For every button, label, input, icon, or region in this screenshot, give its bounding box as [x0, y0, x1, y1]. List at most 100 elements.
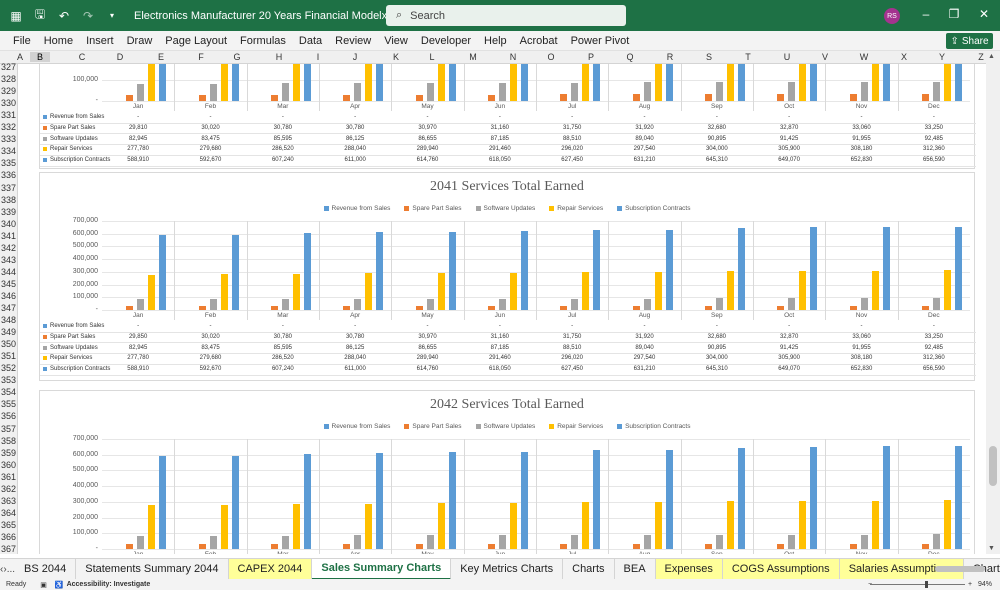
bar-repair-services-jul[interactable]	[582, 502, 590, 549]
tab-cogs-assumptions[interactable]: COGS Assumptions	[722, 558, 840, 580]
bar-repair-services-may[interactable]	[437, 273, 445, 310]
chart-2040-services[interactable]: 200,000100,000-JanFebMarAprMayJunJulAugS…	[39, 64, 976, 169]
bar-software-updates-apr[interactable]	[354, 83, 362, 101]
customize-toolbar-icon[interactable]: ▾	[109, 11, 114, 20]
column-header-p[interactable]: P	[587, 52, 594, 62]
bar-spare-part-sales-jul[interactable]	[560, 305, 568, 310]
bar-spare-part-sales-jan[interactable]	[126, 544, 134, 549]
row-header-343[interactable]: 343	[0, 254, 16, 265]
bar-spare-part-sales-feb[interactable]	[198, 544, 206, 549]
legend-item-software-updates[interactable]: Software Updates	[475, 423, 535, 430]
column-header-o[interactable]: O	[547, 52, 555, 62]
column-header-h[interactable]: H	[275, 52, 283, 62]
bar-repair-services-aug[interactable]	[654, 272, 662, 310]
row-header-333[interactable]: 333	[0, 134, 16, 145]
bar-repair-services-sep[interactable]	[726, 271, 734, 310]
ribbon-tab-draw[interactable]: Draw	[126, 34, 153, 47]
bar-repair-services-feb[interactable]	[220, 505, 228, 549]
bar-subscription-contracts-nov[interactable]	[882, 64, 890, 101]
bar-software-updates-mar[interactable]	[281, 299, 289, 310]
ribbon-tab-view[interactable]: View	[384, 34, 408, 47]
bar-software-updates-oct[interactable]	[788, 81, 796, 101]
ribbon-tab-developer[interactable]: Developer	[420, 34, 472, 47]
bar-subscription-contracts-apr[interactable]	[376, 452, 384, 549]
bar-repair-services-dec[interactable]	[943, 499, 951, 549]
bar-repair-services-apr[interactable]	[365, 273, 373, 310]
ribbon-tab-power-pivot[interactable]: Power Pivot	[570, 34, 630, 47]
bar-software-updates-may[interactable]	[426, 298, 434, 310]
bar-software-updates-jul[interactable]	[571, 82, 579, 101]
worksheet[interactable]: 200,000 100,000 - Jan Feb Mar Apr May Jun Jul Aug S…	[19, 64, 985, 554]
bar-spare-part-sales-apr[interactable]	[343, 544, 351, 549]
row-header-345[interactable]: 345	[0, 278, 16, 289]
bar-software-updates-feb[interactable]	[209, 535, 217, 549]
bar-spare-part-sales-dec[interactable]	[921, 305, 929, 310]
row-header-348[interactable]: 348	[0, 315, 16, 326]
column-header-y[interactable]: Y	[938, 52, 945, 62]
bar-repair-services-jul[interactable]	[582, 64, 590, 101]
row-header-358[interactable]: 358	[0, 435, 16, 446]
minimize-icon[interactable]: –	[922, 7, 930, 21]
bar-spare-part-sales-nov[interactable]	[849, 94, 857, 101]
bar-spare-part-sales-may[interactable]	[415, 94, 423, 101]
bar-subscription-contracts-aug[interactable]	[665, 229, 673, 310]
bar-subscription-contracts-mar[interactable]	[303, 232, 311, 310]
bar-subscription-contracts-may[interactable]	[448, 64, 456, 101]
bar-repair-services-oct[interactable]	[799, 64, 807, 101]
bar-software-updates-sep[interactable]	[715, 298, 723, 310]
bar-repair-services-sep[interactable]	[726, 64, 734, 101]
column-header-z[interactable]: Z	[978, 52, 984, 62]
bar-subscription-contracts-jul[interactable]	[593, 64, 601, 101]
column-header-w[interactable]: W	[859, 52, 869, 62]
row-header-362[interactable]: 362	[0, 483, 16, 494]
legend-item-repair-services[interactable]: Repair Services	[549, 205, 603, 212]
bar-software-updates-aug[interactable]	[643, 298, 651, 310]
bar-software-updates-may[interactable]	[426, 535, 434, 549]
bar-repair-services-may[interactable]	[437, 64, 445, 101]
row-header-327[interactable]: 327	[0, 62, 16, 72]
bar-software-updates-mar[interactable]	[281, 535, 289, 549]
column-header-b[interactable]: B	[30, 52, 50, 62]
bar-repair-services-jan[interactable]	[148, 274, 156, 310]
row-header-328[interactable]: 328	[0, 74, 16, 85]
bar-spare-part-sales-oct[interactable]	[777, 94, 785, 101]
row-header-367[interactable]: 367	[0, 544, 16, 554]
bar-repair-services-jan[interactable]	[148, 505, 156, 549]
row-header-364[interactable]: 364	[0, 507, 16, 518]
column-header-l[interactable]: L	[429, 52, 435, 62]
row-header-350[interactable]: 350	[0, 339, 16, 350]
bar-spare-part-sales-mar[interactable]	[270, 544, 278, 549]
bar-software-updates-jun[interactable]	[498, 82, 506, 101]
bar-repair-services-dec[interactable]	[943, 64, 951, 101]
bar-software-updates-apr[interactable]	[354, 299, 362, 310]
bar-subscription-contracts-oct[interactable]	[810, 447, 818, 549]
bar-software-updates-may[interactable]	[426, 82, 434, 101]
row-header-354[interactable]: 354	[0, 387, 16, 398]
column-header-a[interactable]: A	[16, 52, 23, 62]
bar-software-updates-sep[interactable]	[715, 82, 723, 101]
bar-subscription-contracts-jun[interactable]	[520, 451, 528, 549]
bar-subscription-contracts-dec[interactable]	[954, 64, 962, 101]
bar-subscription-contracts-may[interactable]	[448, 452, 456, 549]
macro-record-icon[interactable]: ▣	[40, 581, 47, 589]
bar-software-updates-nov[interactable]	[860, 534, 868, 549]
redo-icon[interactable]: ↷	[82, 8, 94, 23]
bar-software-updates-oct[interactable]	[788, 298, 796, 310]
bar-spare-part-sales-may[interactable]	[415, 544, 423, 549]
row-header-341[interactable]: 341	[0, 230, 16, 241]
bar-subscription-contracts-aug[interactable]	[665, 449, 673, 549]
bar-subscription-contracts-apr[interactable]	[376, 64, 384, 101]
bar-software-updates-feb[interactable]	[209, 83, 217, 101]
bar-subscription-contracts-jul[interactable]	[593, 230, 601, 310]
row-header-332[interactable]: 332	[0, 122, 16, 133]
row-header-356[interactable]: 356	[0, 411, 16, 422]
bar-software-updates-jun[interactable]	[498, 298, 506, 310]
tab-statements-summary-2044[interactable]: Statements Summary 2044	[76, 558, 229, 580]
bar-subscription-contracts-nov[interactable]	[882, 226, 890, 310]
column-header-k[interactable]: K	[392, 52, 399, 62]
bar-spare-part-sales-sep[interactable]	[704, 305, 712, 310]
column-header-f[interactable]: F	[198, 52, 204, 62]
share-button[interactable]: ⇪ Share	[946, 33, 993, 49]
bar-repair-services-oct[interactable]	[799, 500, 807, 549]
bar-software-updates-jan[interactable]	[137, 83, 145, 101]
